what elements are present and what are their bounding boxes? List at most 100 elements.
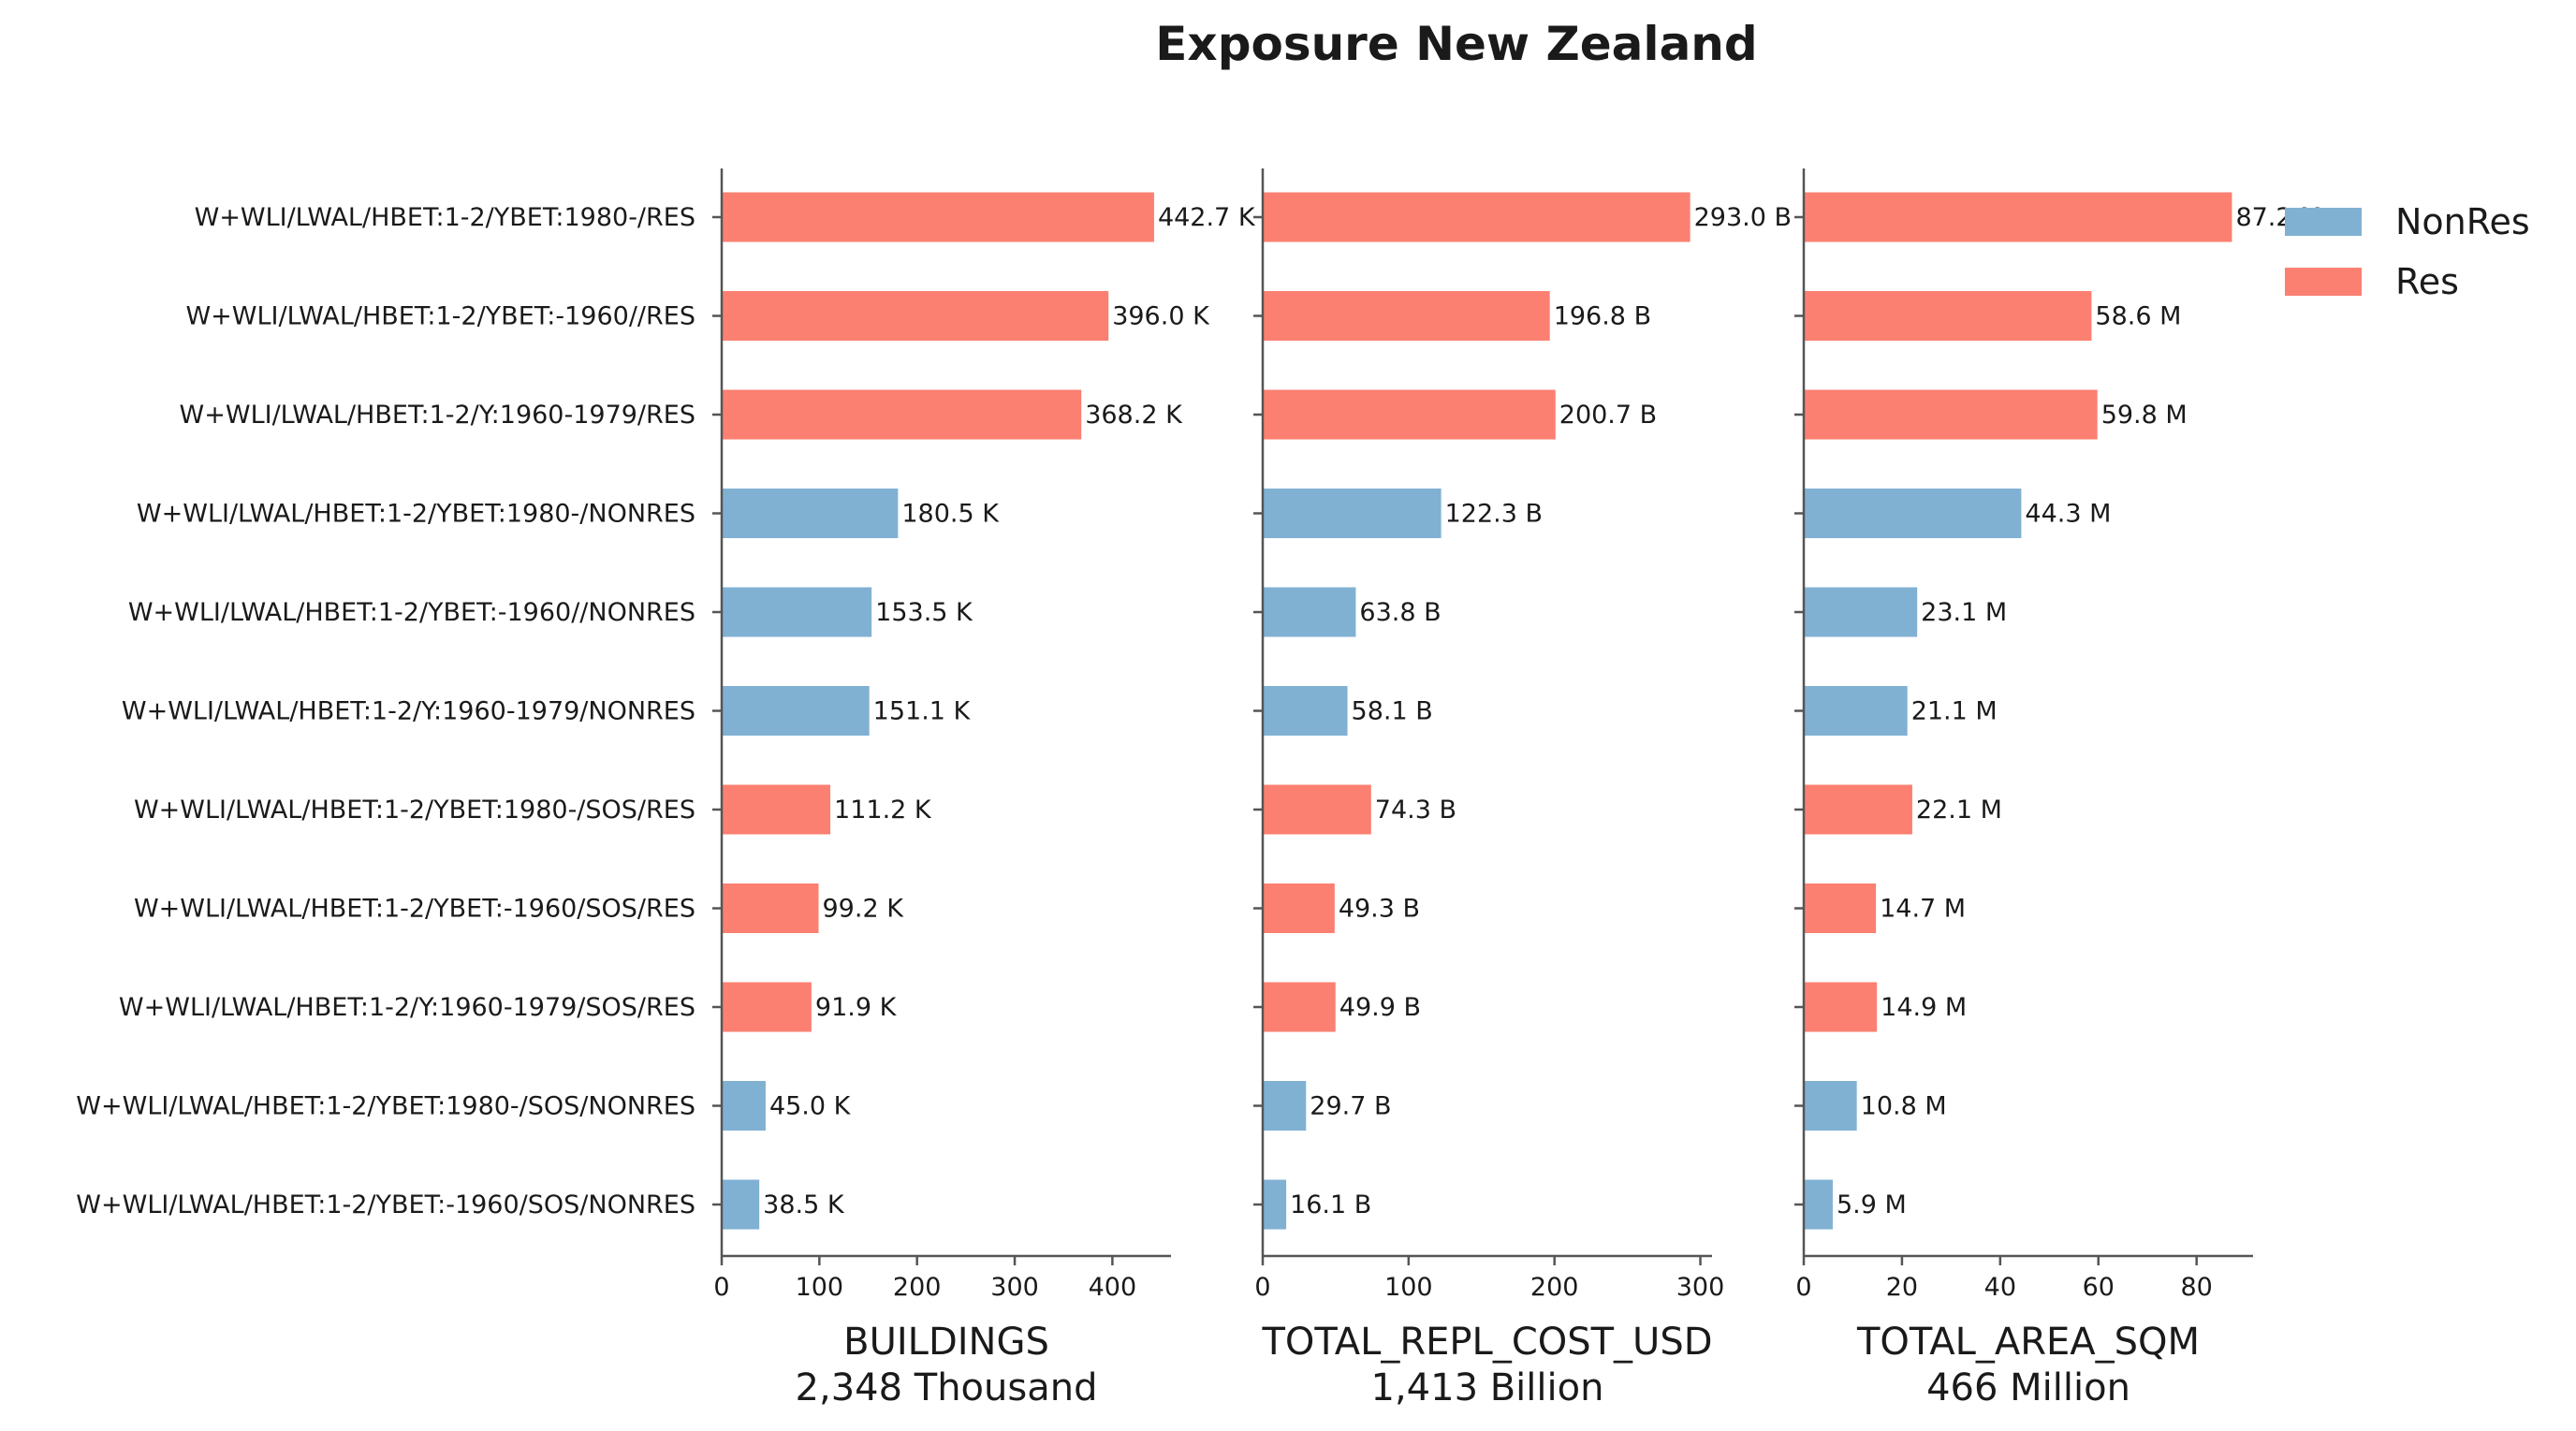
bar	[1263, 489, 1442, 538]
x-tick-label: 400	[1089, 1273, 1137, 1302]
x-axis-label: BUILDINGS	[843, 1321, 1049, 1364]
bar	[722, 489, 899, 538]
bar	[1804, 389, 2098, 440]
data-label: 49.3 B	[1339, 895, 1420, 924]
bar	[1804, 192, 2232, 242]
x-axis-total: 2,348 Thousand	[796, 1366, 1098, 1409]
bar	[1263, 1081, 1307, 1131]
bar	[722, 587, 872, 637]
data-label: 74.3 B	[1375, 796, 1456, 825]
bar	[722, 883, 819, 933]
x-tick-label: 300	[1676, 1273, 1725, 1302]
data-label: 22.1 M	[1916, 796, 2002, 825]
data-label: 91.9 K	[815, 993, 898, 1022]
bar	[1804, 883, 1877, 933]
category-label: W+WLI/LWAL/HBET:1-2/Y:1960-1979/NONRES	[122, 697, 695, 726]
data-label: 5.9 M	[1837, 1190, 1907, 1219]
legend-label-res: Res	[2395, 261, 2459, 302]
data-label: 44.3 M	[2025, 500, 2111, 529]
bar	[1804, 982, 1878, 1032]
legend-swatch-nonres	[2285, 208, 2362, 236]
data-label: 396.0 K	[1112, 302, 1210, 331]
bar	[722, 1179, 760, 1230]
x-tick-label: 100	[796, 1273, 844, 1302]
data-label: 10.8 M	[1861, 1092, 1947, 1121]
category-label: W+WLI/LWAL/HBET:1-2/YBET:-1960//RES	[185, 302, 695, 331]
x-tick-label: 20	[1886, 1273, 1918, 1302]
data-label: 153.5 K	[875, 598, 973, 627]
data-label: 14.9 M	[1881, 993, 1967, 1022]
x-tick-label: 80	[2180, 1273, 2212, 1302]
x-tick-label: 300	[990, 1273, 1039, 1302]
data-label: 16.1 B	[1290, 1190, 1371, 1219]
bar	[1263, 389, 1556, 440]
panel-total-area-sqm: 87.2 M58.6 M59.8 M44.3 M23.1 M21.1 M22.1…	[1794, 168, 2321, 1409]
bar	[1263, 686, 1348, 736]
data-label: 21.1 M	[1911, 697, 1998, 726]
data-label: 63.8 B	[1359, 598, 1441, 627]
bar	[722, 291, 1109, 341]
data-label: 14.7 M	[1880, 895, 1966, 924]
x-axis-total: 1,413 Billion	[1371, 1366, 1604, 1409]
data-label: 111.2 K	[834, 796, 932, 825]
x-tick-label: 0	[713, 1273, 729, 1302]
bar	[1804, 291, 2092, 341]
panel-buildings: 442.7 K 396.0 K 368.2 K 180.5 K 153.5 K 151.1…	[712, 168, 1256, 1409]
data-label: 442.7 K	[1158, 203, 1256, 232]
data-label: 45.0 K	[769, 1092, 852, 1121]
x-tick-label: 200	[1530, 1273, 1579, 1302]
x-tick-label: 60	[2083, 1273, 2115, 1302]
bar	[1263, 982, 1336, 1032]
bar	[1804, 1179, 1833, 1230]
x-tick-label: 100	[1384, 1273, 1433, 1302]
bar	[1804, 489, 2022, 538]
category-label: W+WLI/LWAL/HBET:1-2/YBET:-1960/SOS/NONRE…	[76, 1190, 695, 1219]
x-tick-label: 200	[893, 1273, 942, 1302]
chart-title: Exposure New Zealand	[1155, 17, 1757, 71]
bar	[1804, 1081, 1857, 1131]
data-label: 293.0 B	[1694, 203, 1792, 232]
data-label: 180.5 K	[901, 500, 1000, 529]
category-label: W+WLI/LWAL/HBET:1-2/Y:1960-1979/SOS/RES	[119, 993, 695, 1022]
data-label: 151.1 K	[873, 697, 972, 726]
x-tick-label: 0	[1254, 1273, 1270, 1302]
data-label: 58.6 M	[2095, 302, 2181, 331]
bar	[1263, 192, 1690, 242]
bar	[1263, 883, 1335, 933]
x-tick-label: 40	[1984, 1273, 2016, 1302]
legend-swatch-res	[2285, 268, 2362, 296]
category-label: W+WLI/LWAL/HBET:1-2/Y:1960-1979/RES	[180, 401, 695, 430]
data-label: 23.1 M	[1921, 598, 2007, 627]
data-label: 196.8 B	[1554, 302, 1651, 331]
category-label: W+WLI/LWAL/HBET:1-2/YBET:1980-/SOS/RES	[134, 796, 695, 825]
data-label: 29.7 B	[1310, 1092, 1391, 1121]
category-label: W+WLI/LWAL/HBET:1-2/YBET:-1960/SOS/RES	[134, 895, 695, 924]
bar	[1804, 587, 1918, 637]
bar	[1263, 587, 1356, 637]
bar	[722, 1081, 766, 1131]
category-label: W+WLI/LWAL/HBET:1-2/YBET:-1960//NONRES	[128, 598, 695, 627]
legend: NonRes Res	[2285, 201, 2530, 302]
category-label: W+WLI/LWAL/HBET:1-2/YBET:1980-/RES	[195, 203, 695, 232]
category-label: W+WLI/LWAL/HBET:1-2/YBET:1980-/NONRES	[137, 500, 695, 529]
data-label: 59.8 M	[2101, 401, 2188, 430]
bar	[722, 784, 831, 835]
data-label: 49.9 B	[1339, 993, 1421, 1022]
data-label: 58.1 B	[1352, 697, 1433, 726]
bar	[722, 982, 812, 1032]
bar	[1263, 784, 1371, 835]
x-axis-total: 466 Million	[1926, 1366, 2130, 1409]
bar	[722, 389, 1082, 440]
x-tick-label: 0	[1795, 1273, 1811, 1302]
x-axis-label: TOTAL_REPL_COST_USD	[1261, 1321, 1712, 1364]
x-axis-label: TOTAL_AREA_SQM	[1856, 1321, 2200, 1364]
bar	[1263, 291, 1550, 341]
bar	[1263, 1179, 1287, 1230]
category-label: W+WLI/LWAL/HBET:1-2/YBET:1980-/SOS/NONRE…	[76, 1092, 695, 1121]
data-label: 368.2 K	[1085, 401, 1183, 430]
bar	[722, 686, 870, 736]
bar	[722, 192, 1154, 242]
legend-label-nonres: NonRes	[2395, 201, 2530, 242]
plot-area: W+WLI/LWAL/HBET:1-2/YBET:1980-/RES W+WLI/…	[76, 168, 2321, 1409]
